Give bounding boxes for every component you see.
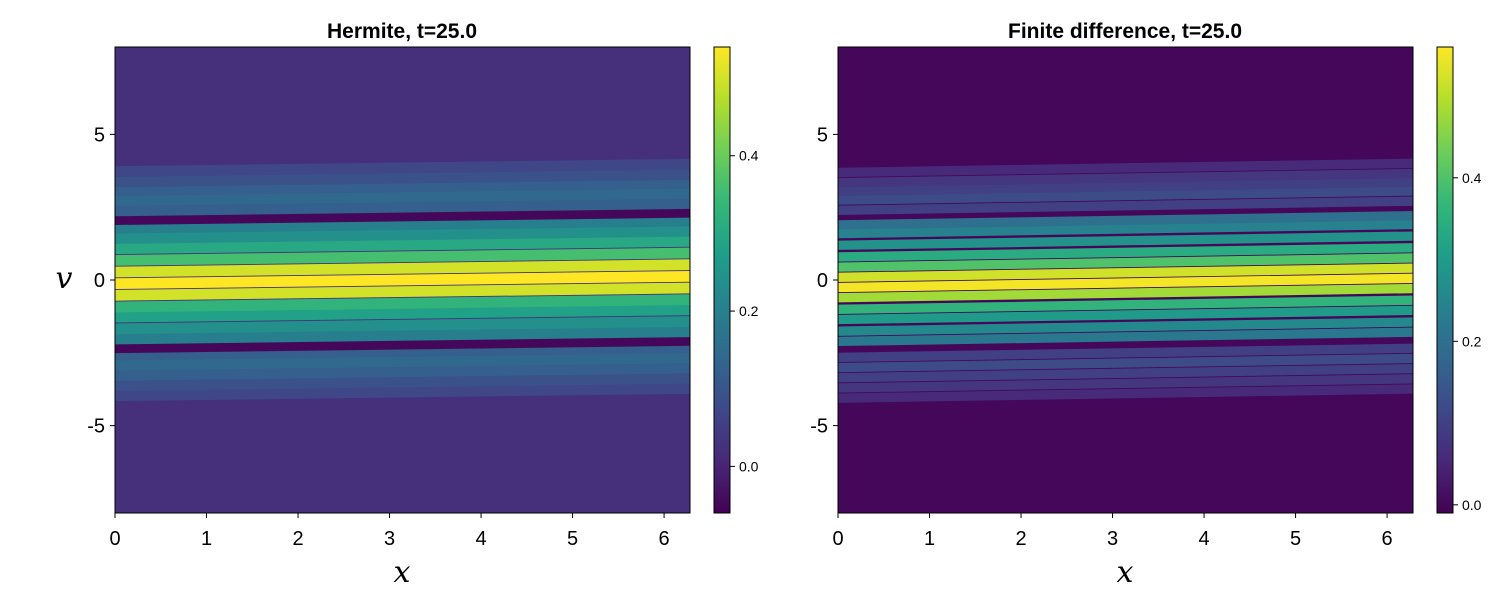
heatmap-band (115, 326, 690, 345)
colorbar-gradient (713, 46, 731, 514)
heatmap-band (838, 363, 1413, 383)
x-tick-label: 1 (201, 528, 212, 550)
heatmap-band (838, 263, 1413, 282)
heatmap-band (115, 335, 690, 354)
heatmap-band (115, 198, 690, 217)
heatmap-band (115, 362, 690, 381)
heatmap-band (838, 211, 1413, 230)
y-tick-label: 5 (94, 124, 105, 146)
heatmap-band (838, 353, 1413, 373)
y-axis-label: v (56, 261, 73, 296)
x-tick-label: 1 (924, 528, 935, 550)
x-tick-label: 3 (1107, 528, 1118, 550)
heatmap-band (838, 283, 1413, 303)
colorbar: 0.0 0.2 0.4 (1436, 46, 1482, 514)
colorbar-tick-label: 0.4 (1462, 170, 1482, 186)
heatmap-band (115, 215, 690, 234)
heatmap-band (115, 158, 690, 177)
colorbar-tick-label: 0.0 (739, 458, 759, 474)
heatmap-band (115, 282, 690, 301)
heatmap-band (115, 177, 690, 196)
colorbar-tick-label: 0.4 (739, 148, 759, 164)
plot-title: Finite difference, t=25.0 (1008, 20, 1242, 43)
colorbar-tick-label: 0.2 (1462, 333, 1482, 349)
x-tick-label: 6 (659, 528, 670, 550)
heatmap-band (115, 236, 690, 255)
heatmap-band (838, 374, 1413, 393)
heatmap-band (838, 158, 1413, 178)
plot-title: Hermite, t=25.0 (327, 20, 477, 43)
colorbar-tick-label: 0.0 (1462, 497, 1482, 513)
heatmap-band (115, 206, 690, 225)
x-tick-label: 0 (109, 528, 120, 550)
heatmap-band (838, 384, 1413, 403)
y-tick-label: 0 (94, 270, 105, 292)
x-tick-label: 2 (292, 528, 303, 550)
heatmap-band (838, 243, 1413, 262)
heatmap-band (838, 253, 1413, 272)
colorbar: 0.0 0.2 0.4 (713, 46, 759, 514)
y-tick-label: -5 (810, 416, 828, 438)
heatmap-band (115, 187, 690, 207)
heatmap-band (115, 316, 690, 335)
x-tick-label: 4 (1198, 528, 1209, 550)
heatmap-band (838, 168, 1413, 188)
colorbar-tick-label: 0.2 (739, 303, 759, 319)
y-tick-label: 5 (817, 124, 828, 146)
heatmap-band (838, 327, 1413, 347)
x-axis-label: x (394, 555, 411, 590)
x-tick-label: 5 (567, 528, 578, 550)
heatmap-band (115, 352, 690, 371)
heatmap-band (838, 343, 1413, 363)
heatmap-band (115, 225, 690, 244)
x-tick-label: 4 (475, 528, 486, 550)
heatmap-band (115, 169, 690, 188)
x-axis-label: x (1117, 555, 1134, 590)
x-tick-label: 3 (384, 528, 395, 550)
y-tick-labels: -5 0 5 (810, 124, 838, 438)
heatmap-band (838, 177, 1413, 197)
panel-finite-difference: Finite difference, t=25.0 0 1 2 3 4 5 6 -5 0 5 x… (810, 20, 1481, 590)
heatmap-band (838, 305, 1413, 325)
x-tick-labels: 0 1 2 3 4 5 6 (109, 513, 670, 550)
heatmap-band (115, 247, 690, 266)
heatmap-band (115, 270, 690, 290)
heatmap-band (115, 372, 690, 391)
heatmap-band (838, 317, 1413, 336)
x-tick-label: 6 (1382, 528, 1393, 550)
heatmap-band (115, 304, 690, 323)
heatmap-band (838, 231, 1413, 250)
heatmap-band (115, 294, 690, 313)
x-tick-label: 0 (832, 528, 843, 550)
heatmap-band (838, 273, 1413, 293)
heatmap-band (838, 219, 1413, 239)
y-tick-label: -5 (87, 416, 105, 438)
heatmap-band (838, 295, 1413, 314)
heatmap-band (838, 196, 1413, 215)
x-tick-labels: 0 1 2 3 4 5 6 (832, 513, 1393, 550)
heatmap-band (115, 383, 690, 402)
y-tick-label: 0 (817, 270, 828, 292)
x-tick-label: 5 (1290, 528, 1301, 550)
x-tick-label: 2 (1015, 528, 1026, 550)
heatmap-band (838, 186, 1413, 205)
y-tick-labels: -5 0 5 (87, 124, 115, 438)
colorbar-gradient (1436, 46, 1454, 514)
heatmap-band (115, 259, 690, 278)
heatmap-area (838, 47, 1413, 513)
heatmap-area (115, 47, 690, 513)
